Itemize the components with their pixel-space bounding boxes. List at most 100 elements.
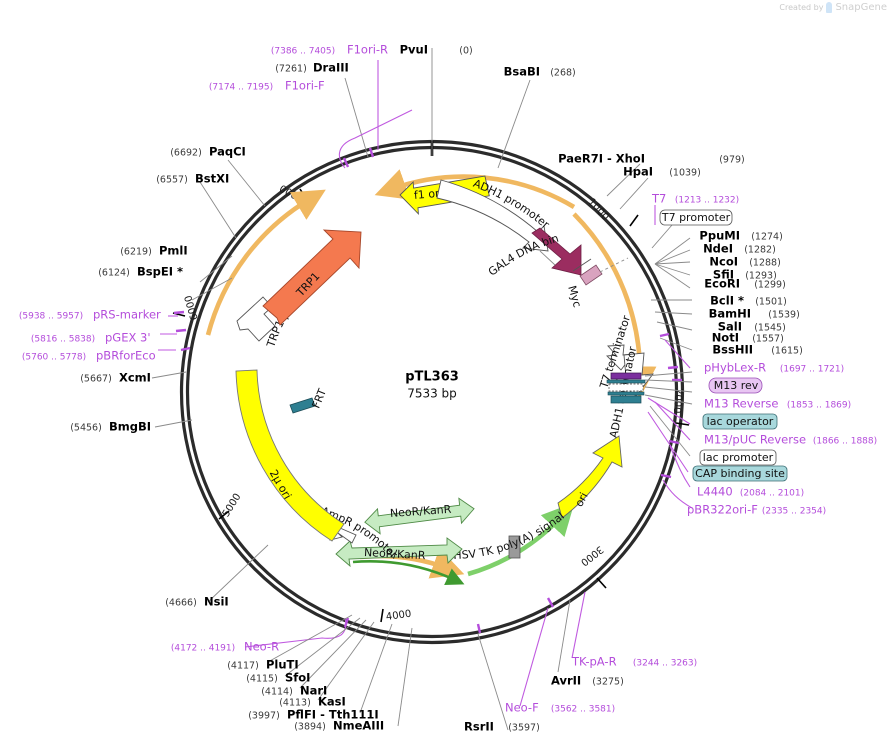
primer-range: (2084 .. 2101) bbox=[740, 489, 804, 499]
primer-range: (1866 .. 1888) bbox=[813, 437, 877, 447]
feature-neor-kanr-upper[interactable]: NeoR/KanR bbox=[363, 497, 475, 535]
label-bspei[interactable]: (6124) BspEI * bbox=[98, 265, 183, 279]
primer-range: (4172 .. 4191) bbox=[171, 644, 235, 654]
enzyme-position: (5667) bbox=[80, 374, 112, 385]
enzyme-name: RsrII bbox=[464, 720, 494, 734]
enzyme-name: PluTI bbox=[266, 658, 299, 672]
enzyme-position: (1282) bbox=[744, 245, 776, 256]
label-nsii[interactable]: (4666) NsiI bbox=[165, 595, 229, 609]
label-sfoi[interactable]: (4115) SfoI bbox=[246, 671, 310, 685]
primer-range: (3244 .. 3263) bbox=[633, 659, 697, 669]
boxed-feature-lac-operator[interactable]: lac operator bbox=[702, 413, 778, 430]
label-primer-prs-marker[interactable]: (5938 .. 5957) pRS-marker bbox=[19, 308, 161, 322]
feature-gal4-dna-binding-domain[interactable]: GAL4 DNA binding domain bbox=[0, 0, 582, 279]
feature-2mu-ori[interactable]: 2μ ori bbox=[235, 369, 345, 542]
tick-label-2000: 2000 bbox=[671, 387, 684, 413]
label-primer-l4440[interactable]: L4440 (2084 .. 2101) bbox=[697, 485, 804, 499]
label-primer-neo-r[interactable]: (4172 .. 4191) Neo-R bbox=[171, 640, 279, 654]
enzyme-name: PaqCI bbox=[209, 145, 246, 159]
enzyme-name: HpaI bbox=[623, 165, 653, 179]
boxed-feature-m13-rev[interactable]: M13 rev bbox=[708, 377, 763, 394]
primer-name: M13/pUC Reverse bbox=[704, 433, 806, 447]
label-primer-pbrforeco[interactable]: (5760 .. 5778) pBRforEco bbox=[22, 349, 156, 363]
label-rsrii[interactable]: RsrII (3597) bbox=[464, 720, 540, 734]
label-bcli[interactable]: BclI * (1501) bbox=[710, 294, 787, 308]
label-nmeaiii[interactable]: (3894) NmeAIII bbox=[294, 719, 384, 733]
enzyme-position: (3597) bbox=[508, 723, 540, 734]
label-primer-phyblex-r[interactable]: pHybLex-R (1697 .. 1721) bbox=[704, 361, 844, 375]
boxed-feature-cap-binding-site[interactable]: CAP binding site bbox=[692, 465, 788, 482]
label-hpai[interactable]: HpaI (1039) bbox=[623, 165, 701, 179]
label-bamhi[interactable]: BamHI (1539) bbox=[709, 307, 800, 321]
label-paqci[interactable]: (6692) PaqCI bbox=[170, 145, 246, 159]
enzyme-position: (4114) bbox=[261, 687, 293, 698]
label-pmli[interactable]: (6219) PmlI bbox=[120, 244, 187, 258]
label-primer-tk-pa-r[interactable]: TK-pA-R (3244 .. 3263) bbox=[571, 655, 697, 669]
label-nari[interactable]: (4114) NarI bbox=[261, 684, 327, 698]
label-ndei[interactable]: NdeI (1282) bbox=[703, 242, 776, 256]
tick-5000: 5000 bbox=[218, 492, 244, 520]
label-bsabi[interactable]: BsaBI (268) bbox=[504, 65, 576, 79]
label-pluti[interactable]: (4117) PluTI bbox=[227, 658, 298, 672]
enzyme-position: (1557) bbox=[752, 334, 784, 345]
primer-name: Neo-F bbox=[505, 701, 539, 715]
label-primer-pbr322ori-f[interactable]: pBR322ori-F (2335 .. 2354) bbox=[687, 503, 826, 517]
enzyme-position: (4666) bbox=[165, 598, 197, 609]
label-avrii[interactable]: AvrII (3275) bbox=[551, 674, 624, 688]
label-kasi[interactable]: (4113) KasI bbox=[279, 695, 346, 709]
label-ppumi[interactable]: PpuMI (1274) bbox=[699, 229, 782, 243]
enzyme-position: (6692) bbox=[170, 148, 202, 159]
feature-ori[interactable]: ori bbox=[557, 435, 623, 519]
primer-range: (5760 .. 5778) bbox=[22, 353, 86, 363]
feature-neor-kanr-lower[interactable]: NeoR/KanR bbox=[335, 537, 463, 568]
label-bmgbi[interactable]: (5456) BmgBI bbox=[70, 420, 151, 434]
enzyme-name: KasI bbox=[318, 695, 346, 709]
label-primer-m13-reverse[interactable]: M13 Reverse (1853 .. 1869) bbox=[704, 397, 851, 411]
enzyme-position: (6219) bbox=[120, 247, 152, 258]
label-primer-neo-f[interactable]: Neo-F (3562 .. 3581) bbox=[505, 701, 615, 715]
boxed-feature-label: lac operator bbox=[707, 415, 774, 428]
primer-range: (1213 .. 1232) bbox=[675, 196, 739, 206]
label-sfii[interactable]: SfiI (1293) bbox=[713, 268, 777, 282]
boxed-feature-label: T7 promoter bbox=[661, 211, 731, 224]
boxed-feature-label: lac promoter bbox=[703, 451, 774, 464]
label-primer-f1ori-f[interactable]: (7174 .. 7195) F1ori-F bbox=[209, 79, 325, 93]
plasmid-length: 7533 bp bbox=[407, 387, 457, 401]
feature-trp1[interactable]: TRP1 bbox=[262, 229, 362, 326]
enzyme-name: PflFI - Tth111I bbox=[287, 708, 379, 722]
primer-range: (1853 .. 1869) bbox=[787, 401, 851, 411]
enzyme-position: (979) bbox=[719, 155, 745, 166]
feature-label-gal4: GAL4 DNA binding domain bbox=[0, 0, 560, 279]
enzyme-position: (268) bbox=[550, 68, 576, 79]
label-bsshii[interactable]: BssHII (1615) bbox=[712, 343, 802, 357]
feature-block-stack[interactable] bbox=[606, 372, 646, 404]
enzyme-name: PpuMI bbox=[699, 229, 740, 243]
label-paer7i-xhoi[interactable]: PaeR7I - XhoI (979) bbox=[558, 152, 745, 166]
feature-myc[interactable]: Myc bbox=[565, 257, 629, 309]
label-bstxi[interactable]: (6557) BstXI bbox=[156, 172, 229, 186]
label-draiii[interactable]: (7261) DraIII bbox=[275, 61, 349, 75]
boxed-feature-lac-promoter[interactable]: lac promoter bbox=[699, 449, 777, 466]
label-ncoi[interactable]: NcoI (1288) bbox=[709, 255, 780, 269]
label-ecori[interactable]: EcoRI (1299) bbox=[704, 277, 786, 291]
boxed-feature-t7-promoter[interactable]: T7 promoter bbox=[659, 209, 733, 226]
feature-hsv-tk-polya-signal[interactable]: HSV TK poly(A) signal bbox=[453, 509, 567, 562]
label-noti[interactable]: NotI (1557) bbox=[712, 331, 784, 345]
feature-label-ori: ori bbox=[573, 490, 591, 509]
label-sali[interactable]: SalI (1545) bbox=[718, 320, 786, 334]
tick-6000: 6000 bbox=[172, 294, 201, 321]
watermark-brand: SnapGene bbox=[835, 2, 887, 13]
enzyme-position: (7261) bbox=[275, 64, 307, 75]
label-primer-m13-puc-reverse[interactable]: M13/pUC Reverse (1866 .. 1888) bbox=[704, 433, 877, 447]
primer-name: F1ori-F bbox=[285, 79, 325, 93]
label-primer-pgex3[interactable]: (5816 .. 5838) pGEX 3' bbox=[31, 331, 151, 345]
label-primer-f1ori-r[interactable]: (7386 .. 7405) F1ori-R bbox=[271, 43, 388, 57]
feature-frt[interactable]: FRT bbox=[289, 387, 329, 414]
label-pflfi-tth111i[interactable]: (3997) PflFI - Tth111I bbox=[248, 708, 378, 722]
label-xcmi[interactable]: (5667) XcmI bbox=[80, 371, 151, 385]
enzyme-position: (1299) bbox=[754, 280, 786, 291]
label-primer-t7[interactable]: T7 (1213 .. 1232) bbox=[651, 192, 739, 206]
enzyme-name: NotI bbox=[712, 331, 739, 345]
tick-2000: 2000 bbox=[671, 387, 690, 426]
label-pvui[interactable]: PvuI (0) bbox=[400, 43, 473, 57]
